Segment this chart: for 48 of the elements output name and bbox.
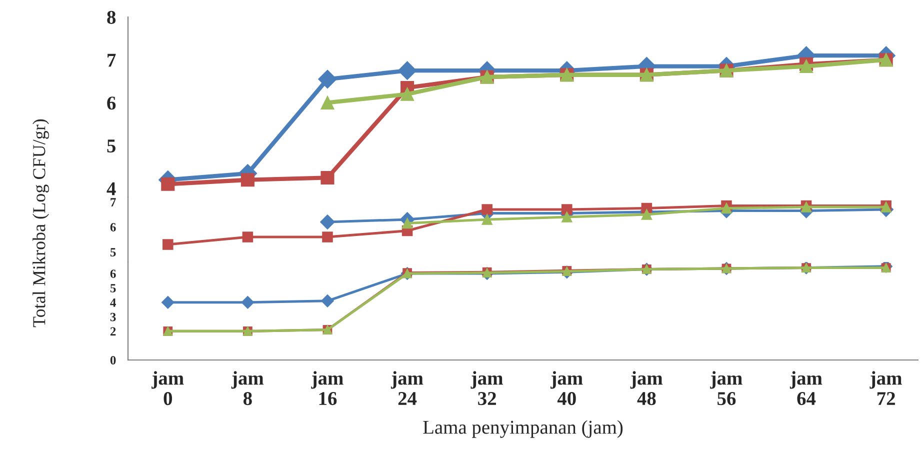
y-tick-label: 4 bbox=[106, 182, 116, 196]
y-tick-label: 6 bbox=[107, 96, 116, 110]
x-tick-label: jam 72 bbox=[870, 371, 902, 405]
point bbox=[161, 177, 175, 191]
point bbox=[402, 218, 413, 229]
point bbox=[398, 61, 417, 80]
point bbox=[240, 173, 254, 187]
y-tick-label: 7 bbox=[110, 198, 116, 206]
point bbox=[320, 96, 334, 110]
y-axis-title: Total Mikroba (Log CFU/gr) bbox=[32, 119, 49, 328]
x-tick-label: jam 48 bbox=[630, 371, 663, 406]
point bbox=[721, 202, 732, 214]
x-tick-label: jam 8 bbox=[231, 371, 264, 406]
y-tick-label: 4 bbox=[110, 298, 116, 307]
y-tick-label: 5 bbox=[110, 284, 116, 292]
y-tick-label: 3 bbox=[110, 312, 116, 322]
point bbox=[800, 60, 814, 74]
y-tick-label: 7 bbox=[108, 54, 116, 67]
point bbox=[322, 232, 333, 242]
y-tick-label: 6 bbox=[110, 270, 116, 278]
point bbox=[318, 70, 337, 88]
x-tick-label: jam 56 bbox=[710, 371, 742, 406]
point bbox=[562, 212, 572, 222]
point bbox=[482, 214, 492, 225]
y-tick-label: 0 bbox=[110, 356, 116, 364]
point bbox=[241, 296, 254, 309]
y-tick-label: 6 bbox=[110, 223, 116, 232]
x-tick-label: jam 24 bbox=[390, 371, 424, 405]
x-tick-label: jam 0 bbox=[152, 371, 184, 406]
y-tick-label: 8 bbox=[107, 10, 116, 24]
x-axis-title: Lama penyimpanan (jam) bbox=[423, 420, 623, 438]
point bbox=[482, 204, 492, 215]
y-tick-label: 2 bbox=[110, 327, 116, 336]
point bbox=[320, 214, 335, 230]
x-tick-label: jam 40 bbox=[550, 371, 583, 406]
x-tick-label: jam 32 bbox=[470, 371, 503, 406]
point bbox=[162, 239, 174, 250]
point bbox=[321, 294, 334, 308]
x-tick-label: jam 64 bbox=[790, 371, 822, 406]
point bbox=[400, 87, 414, 101]
y-tick-label: 5 bbox=[110, 248, 116, 256]
point bbox=[562, 204, 572, 215]
y-tick-label: 5 bbox=[107, 140, 116, 153]
point bbox=[641, 209, 652, 220]
point bbox=[161, 296, 174, 309]
point bbox=[242, 232, 254, 242]
point bbox=[320, 170, 334, 184]
x-tick-label: jam 16 bbox=[311, 371, 344, 406]
